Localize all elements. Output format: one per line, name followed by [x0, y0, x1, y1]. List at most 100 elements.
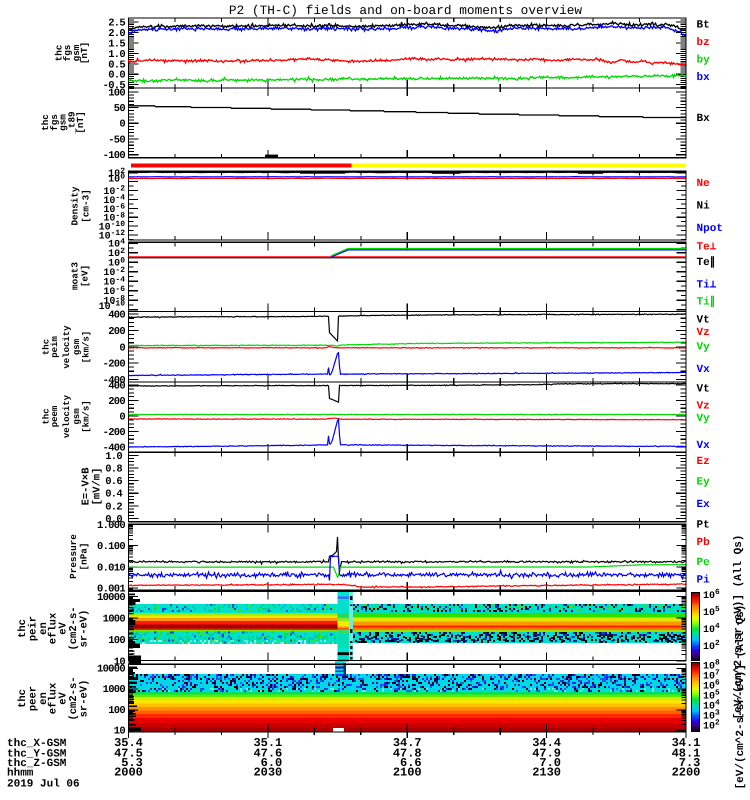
svg-text:Npot: Npot	[697, 223, 723, 235]
svg-text:eflux: eflux	[47, 612, 59, 644]
svg-text:-200: -200	[103, 427, 126, 439]
svg-text:fgs: fgs	[62, 44, 73, 61]
svg-text:1.0: 1.0	[105, 451, 122, 463]
svg-text:Ti∥: Ti∥	[697, 296, 716, 309]
svg-text:47.8: 47.8	[393, 747, 422, 761]
svg-text:50: 50	[114, 103, 126, 115]
svg-text:gsm: gsm	[71, 44, 82, 61]
svg-text:Vy: Vy	[697, 342, 711, 354]
svg-text:bx: bx	[697, 72, 711, 84]
svg-text:[km/s]: [km/s]	[82, 400, 92, 432]
svg-text:[nT]: [nT]	[79, 42, 90, 64]
svg-text:0.6: 0.6	[105, 476, 122, 488]
svg-text:gsm: gsm	[72, 338, 82, 355]
svg-text:1000: 1000	[103, 614, 126, 626]
svg-text:Ez: Ez	[697, 456, 710, 468]
svg-text:Pb: Pb	[697, 537, 711, 549]
svg-text:0.001: 0.001	[97, 584, 125, 596]
svg-text:Vt: Vt	[697, 384, 710, 396]
svg-text:0: 0	[119, 342, 125, 354]
svg-text:2019 Jul 06: 2019 Jul 06	[7, 779, 80, 791]
svg-text:6.6: 6.6	[400, 756, 422, 770]
svg-text:400: 400	[108, 381, 125, 393]
svg-text:en: en	[38, 622, 50, 635]
svg-text:thc_X-GSM: thc_X-GSM	[7, 738, 67, 750]
svg-text:34.7: 34.7	[393, 736, 422, 750]
svg-text:[nPa]: [nPa]	[79, 543, 90, 571]
svg-text:0.5: 0.5	[108, 59, 125, 71]
svg-text:[cm-3]: [cm-3]	[81, 189, 92, 222]
svg-text:thc_Z-GSM: thc_Z-GSM	[7, 758, 67, 770]
svg-text:Pe: Pe	[697, 557, 711, 569]
svg-text:1000: 1000	[103, 684, 126, 696]
svg-text:2200: 2200	[672, 766, 701, 780]
svg-text:35.4: 35.4	[114, 736, 143, 750]
svg-text:en: en	[38, 692, 50, 705]
svg-text:peim: peim	[50, 336, 60, 358]
svg-text:1.5: 1.5	[108, 38, 125, 50]
svg-text:0.100: 0.100	[97, 541, 125, 553]
svg-text:bz: bz	[697, 37, 710, 49]
svg-text:eV: eV	[57, 692, 69, 705]
svg-text:2.5: 2.5	[108, 18, 125, 30]
svg-text:2100: 2100	[393, 766, 422, 780]
svg-text:-200: -200	[103, 359, 126, 371]
svg-text:2130: 2130	[532, 766, 561, 780]
svg-text:thc: thc	[17, 689, 29, 708]
svg-text:peer: peer	[27, 686, 39, 711]
svg-text:[eV/(cm^2-s-sr-eV)] (All Qs): [eV/(cm^2-s-sr-eV)] (All Qs)	[733, 535, 745, 720]
svg-text:_t89: _t89	[66, 111, 77, 135]
svg-text:gsm: gsm	[72, 408, 82, 425]
svg-text:0.2: 0.2	[105, 501, 122, 513]
svg-text:Te∥: Te∥	[697, 256, 716, 269]
svg-text:Ne: Ne	[697, 178, 711, 190]
svg-text:10000: 10000	[97, 592, 125, 604]
svg-text:thc: thc	[41, 408, 51, 424]
svg-text:34.4: 34.4	[532, 736, 561, 750]
svg-text:[mV/m]: [mV/m]	[91, 468, 103, 506]
svg-text:10000: 10000	[97, 664, 125, 676]
svg-text:(cm2-s-: (cm2-s-	[68, 676, 80, 720]
svg-text:0.8: 0.8	[105, 463, 122, 475]
svg-text:sr-eV): sr-eV)	[78, 610, 90, 648]
svg-text:1.0: 1.0	[108, 49, 125, 61]
svg-text:P2 (TH-C) fields and on-board: P2 (TH-C) fields and on-board moments ov…	[229, 3, 583, 18]
svg-text:eV: eV	[57, 622, 69, 635]
svg-text:-0.5: -0.5	[103, 80, 126, 92]
svg-text:35.1: 35.1	[253, 736, 282, 750]
svg-text:7.3: 7.3	[679, 756, 701, 770]
svg-text:Ex: Ex	[697, 499, 711, 511]
svg-text:thc: thc	[41, 339, 51, 355]
svg-text:Ni: Ni	[697, 201, 711, 213]
svg-text:Ey: Ey	[697, 477, 711, 489]
svg-text:Bx: Bx	[697, 113, 711, 125]
svg-text:Vx: Vx	[697, 364, 711, 376]
svg-text:10: 10	[114, 726, 126, 738]
svg-text:2.0: 2.0	[108, 28, 125, 40]
svg-text:Vt: Vt	[697, 315, 710, 327]
svg-text:47.5: 47.5	[114, 747, 143, 761]
svg-text:peem: peem	[50, 405, 60, 427]
svg-text:34.1: 34.1	[672, 736, 701, 750]
svg-text:velocity: velocity	[62, 394, 72, 438]
svg-text:Vy: Vy	[697, 413, 711, 425]
svg-text:-400: -400	[103, 443, 126, 455]
svg-text:fgs: fgs	[49, 114, 60, 131]
svg-text:5.3: 5.3	[121, 756, 143, 770]
svg-text:100: 100	[108, 705, 125, 717]
svg-text:2000: 2000	[114, 766, 143, 780]
svg-text:hhmm: hhmm	[7, 768, 34, 780]
svg-text:100: 100	[108, 87, 125, 99]
svg-text:thc_Y-GSM: thc_Y-GSM	[7, 749, 67, 761]
svg-text:2030: 2030	[253, 766, 282, 780]
svg-text:thc: thc	[17, 619, 29, 638]
svg-text:400: 400	[108, 310, 125, 322]
svg-text:0.0: 0.0	[105, 514, 122, 526]
svg-text:Te⊥: Te⊥	[697, 242, 717, 254]
svg-text:Ti⊥: Ti⊥	[697, 280, 717, 292]
svg-text:Vx: Vx	[697, 440, 711, 452]
svg-text:0: 0	[119, 119, 125, 131]
svg-text:0.0: 0.0	[108, 70, 125, 82]
svg-text:Pressure: Pressure	[68, 534, 79, 579]
svg-text:0.010: 0.010	[97, 562, 125, 574]
